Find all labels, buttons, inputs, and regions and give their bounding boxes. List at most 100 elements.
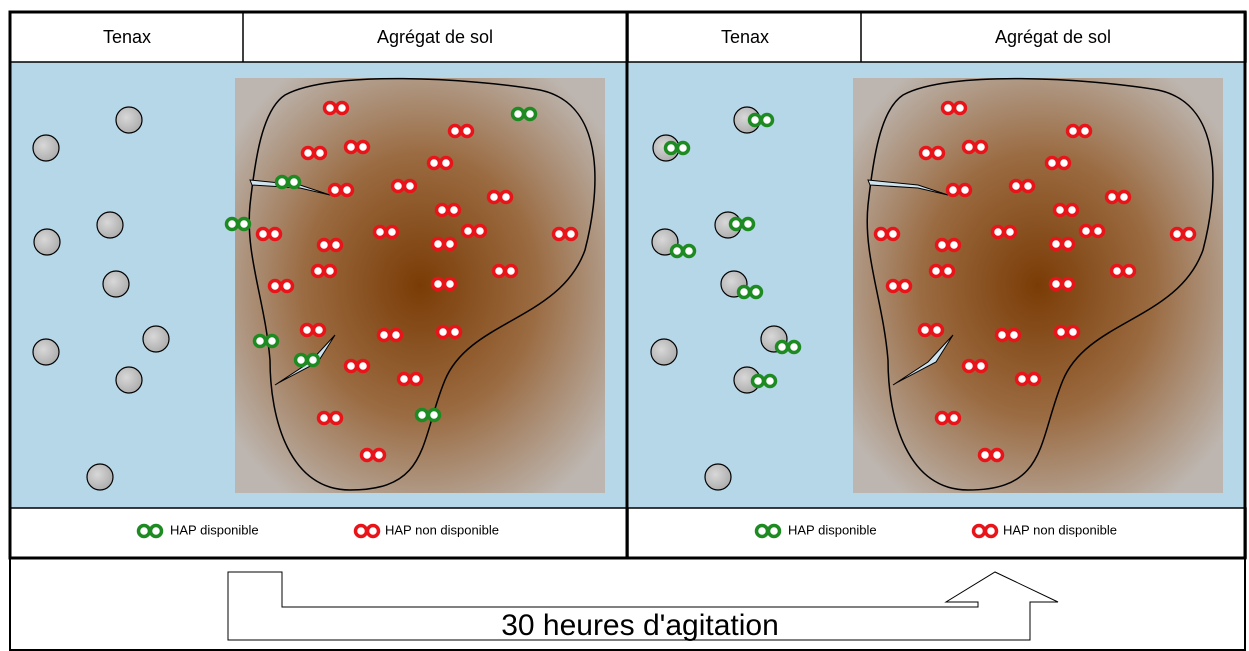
ring: [918, 145, 934, 161]
hap-molecule: [961, 139, 989, 155]
ring: [1052, 202, 1068, 218]
hap-molecule: [918, 145, 946, 161]
ring: [748, 284, 764, 300]
ring: [359, 447, 375, 463]
hap-molecule: [774, 339, 802, 355]
hap-molecule: [376, 327, 404, 343]
hap-molecule: [447, 123, 475, 139]
ring: [946, 237, 962, 253]
hap-molecule: [372, 224, 400, 240]
ring: [274, 174, 290, 190]
ring: [459, 123, 475, 139]
ring: [503, 263, 519, 279]
ring: [414, 407, 430, 423]
ring: [267, 278, 283, 294]
tenax-bead: [102, 270, 130, 298]
ring: [1181, 226, 1197, 242]
ring: [1044, 155, 1060, 171]
ring: [305, 352, 321, 368]
ring: [740, 216, 756, 232]
ring: [408, 371, 424, 387]
ring: [885, 278, 901, 294]
header-label: Agrégat de sol: [377, 27, 493, 47]
ring: [435, 324, 451, 340]
ring: [1014, 371, 1030, 387]
ring: [957, 182, 973, 198]
hap-molecule: [293, 352, 321, 368]
ring: [310, 263, 326, 279]
ring: [551, 226, 567, 242]
ring: [1064, 202, 1080, 218]
hap-molecule: [316, 237, 344, 253]
hap-molecule: [1014, 371, 1042, 387]
ring: [1060, 236, 1076, 252]
ring: [897, 278, 913, 294]
hap-molecule: [353, 523, 381, 539]
hap-molecule: [1052, 202, 1080, 218]
ring: [990, 224, 1006, 240]
header-label: Tenax: [103, 27, 151, 47]
ring: [1048, 276, 1064, 292]
ring: [663, 140, 679, 156]
ring: [961, 358, 977, 374]
ring: [945, 182, 961, 198]
hap-molecule: [224, 216, 252, 232]
hap-molecule: [747, 112, 775, 128]
ring: [446, 202, 462, 218]
hap-molecule: [299, 322, 327, 338]
ring: [311, 322, 327, 338]
ring: [934, 237, 950, 253]
ring: [563, 226, 579, 242]
hap-molecule: [327, 182, 355, 198]
ring: [327, 182, 343, 198]
hap-molecule: [255, 226, 283, 242]
ring: [1002, 224, 1018, 240]
ring: [930, 145, 946, 161]
ring: [750, 373, 766, 389]
ring: [299, 322, 315, 338]
ring: [1116, 189, 1132, 205]
ring: [472, 223, 488, 239]
ring: [973, 358, 989, 374]
legend-label: HAP non disponible: [1003, 522, 1117, 537]
ring: [396, 371, 412, 387]
ring: [754, 523, 770, 539]
ring: [136, 523, 152, 539]
ring: [402, 178, 418, 194]
hap-molecule: [1008, 178, 1036, 194]
ring: [322, 100, 338, 116]
ring: [522, 106, 538, 122]
hap-molecule: [917, 322, 945, 338]
ring: [934, 410, 950, 426]
crack: [892, 334, 954, 386]
ring: [983, 523, 999, 539]
ring: [438, 155, 454, 171]
ring: [322, 263, 338, 279]
hap-molecule: [945, 182, 973, 198]
ring: [1169, 226, 1185, 242]
ring: [675, 140, 691, 156]
ring: [252, 333, 268, 349]
ring: [940, 263, 956, 279]
tenax-bead: [115, 106, 143, 134]
tenax-bead: [142, 325, 170, 353]
ring: [940, 100, 956, 116]
ring: [384, 224, 400, 240]
hap-molecule: [736, 284, 764, 300]
ring: [300, 145, 316, 161]
hap-molecule: [669, 243, 697, 259]
ring: [762, 373, 778, 389]
hap-molecule: [971, 523, 999, 539]
ring: [486, 189, 502, 205]
ring: [286, 174, 302, 190]
hap-molecule: [1044, 155, 1072, 171]
tenax-bead: [32, 134, 60, 162]
hap-molecule: [136, 523, 164, 539]
ring: [430, 236, 446, 252]
ring: [759, 112, 775, 128]
ring: [279, 278, 295, 294]
hap-molecule: [754, 523, 782, 539]
ring: [328, 237, 344, 253]
ring: [355, 358, 371, 374]
ring: [1060, 276, 1076, 292]
